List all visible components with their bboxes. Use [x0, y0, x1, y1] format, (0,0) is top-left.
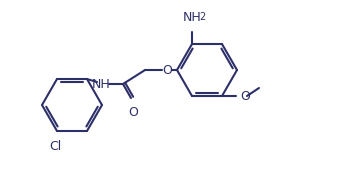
Text: Cl: Cl [49, 140, 61, 153]
Text: O: O [240, 90, 250, 102]
Text: NH: NH [92, 78, 110, 90]
Text: O: O [162, 64, 172, 76]
Text: 2: 2 [199, 12, 205, 22]
Text: O: O [128, 106, 138, 119]
Text: NH: NH [183, 11, 201, 24]
